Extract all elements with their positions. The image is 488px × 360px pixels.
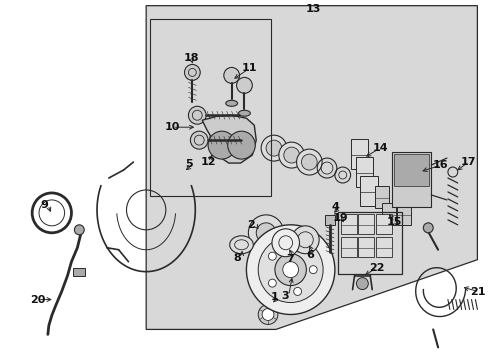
Text: 1: 1 <box>270 292 278 302</box>
Circle shape <box>74 225 84 235</box>
Circle shape <box>274 254 306 285</box>
Circle shape <box>190 131 208 149</box>
Text: 5: 5 <box>185 159 193 169</box>
Bar <box>355 157 372 187</box>
Text: 18: 18 <box>183 54 199 63</box>
Text: 4: 4 <box>331 202 339 212</box>
Circle shape <box>236 77 252 93</box>
Circle shape <box>262 309 273 320</box>
Bar <box>375 214 391 234</box>
Bar <box>375 237 391 257</box>
Bar <box>350 139 367 169</box>
Circle shape <box>293 244 301 252</box>
Circle shape <box>268 279 276 287</box>
Circle shape <box>309 266 317 274</box>
Circle shape <box>271 229 299 257</box>
Polygon shape <box>146 6 476 329</box>
Bar <box>358 214 373 234</box>
Text: 11: 11 <box>241 63 257 73</box>
Circle shape <box>184 64 200 80</box>
Circle shape <box>208 131 235 159</box>
Circle shape <box>283 147 299 163</box>
Circle shape <box>258 237 323 302</box>
Circle shape <box>356 278 367 289</box>
Circle shape <box>301 154 317 170</box>
Bar <box>340 214 356 234</box>
Bar <box>360 176 377 206</box>
Ellipse shape <box>238 110 250 116</box>
Bar <box>374 186 388 208</box>
Bar <box>393 154 428 186</box>
Bar <box>358 237 373 257</box>
Circle shape <box>258 305 277 324</box>
Circle shape <box>268 252 276 260</box>
Text: 19: 19 <box>332 213 348 223</box>
Polygon shape <box>202 115 256 163</box>
Text: 2: 2 <box>247 220 255 230</box>
Text: 3: 3 <box>280 291 288 301</box>
Text: 10: 10 <box>164 122 180 132</box>
Circle shape <box>227 131 255 159</box>
Ellipse shape <box>225 100 237 106</box>
Text: 21: 21 <box>469 287 485 297</box>
Circle shape <box>293 287 301 296</box>
Circle shape <box>261 135 286 161</box>
Text: 16: 16 <box>432 160 448 170</box>
Text: 20: 20 <box>30 294 45 305</box>
Text: 9: 9 <box>40 200 48 210</box>
Ellipse shape <box>229 236 253 254</box>
Text: 12: 12 <box>200 157 215 167</box>
Text: 22: 22 <box>368 263 384 273</box>
Text: 13: 13 <box>305 4 320 14</box>
Circle shape <box>224 67 239 84</box>
Circle shape <box>248 215 283 251</box>
Text: 14: 14 <box>371 143 387 153</box>
Circle shape <box>256 223 275 243</box>
Circle shape <box>188 106 206 124</box>
Circle shape <box>423 223 432 233</box>
Bar <box>150 19 270 196</box>
Text: 6: 6 <box>306 250 314 260</box>
Bar <box>381 203 395 225</box>
Bar <box>396 203 410 225</box>
Circle shape <box>265 140 281 156</box>
Circle shape <box>278 142 304 168</box>
Circle shape <box>282 262 298 278</box>
Circle shape <box>291 226 319 254</box>
Text: 15: 15 <box>386 217 402 227</box>
Circle shape <box>246 225 334 315</box>
Circle shape <box>296 149 322 175</box>
Text: 17: 17 <box>460 157 475 167</box>
Text: 8: 8 <box>233 253 241 263</box>
Bar <box>325 215 334 225</box>
Bar <box>391 152 430 207</box>
Bar <box>337 212 401 274</box>
Bar <box>73 268 85 276</box>
Bar <box>340 237 356 257</box>
Text: 7: 7 <box>286 254 294 264</box>
